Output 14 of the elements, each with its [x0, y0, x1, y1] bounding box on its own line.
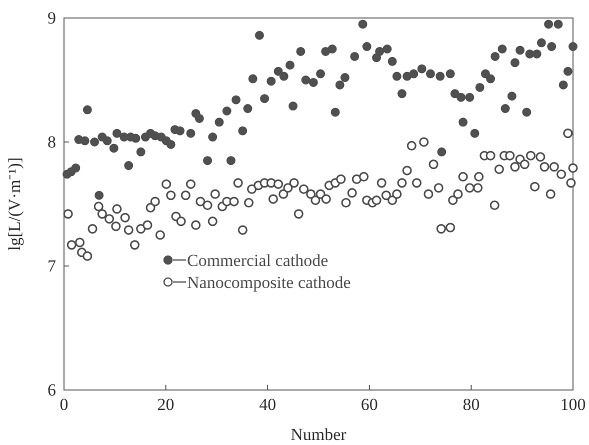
y-tick-label: 6 [48, 380, 56, 400]
y-tick-label: 8 [48, 132, 56, 152]
x-tick-label: 20 [157, 395, 174, 414]
x-tick-label: 100 [560, 395, 586, 414]
x-tick-label: 0 [60, 395, 68, 414]
x-axis-title: Number [290, 425, 347, 444]
x-tick-label: 40 [259, 395, 276, 414]
x-tick-label: 60 [360, 395, 378, 414]
legend-label: Commercial cathode [187, 251, 328, 270]
y-axis-title: lg[L/(V·m⁻¹)] [5, 157, 24, 251]
y-tick-label: 9 [48, 8, 56, 28]
legend-label: Nanocomposite cathode [187, 273, 351, 292]
y-tick-label: 7 [48, 256, 56, 276]
x-tick-label: 80 [462, 395, 480, 414]
